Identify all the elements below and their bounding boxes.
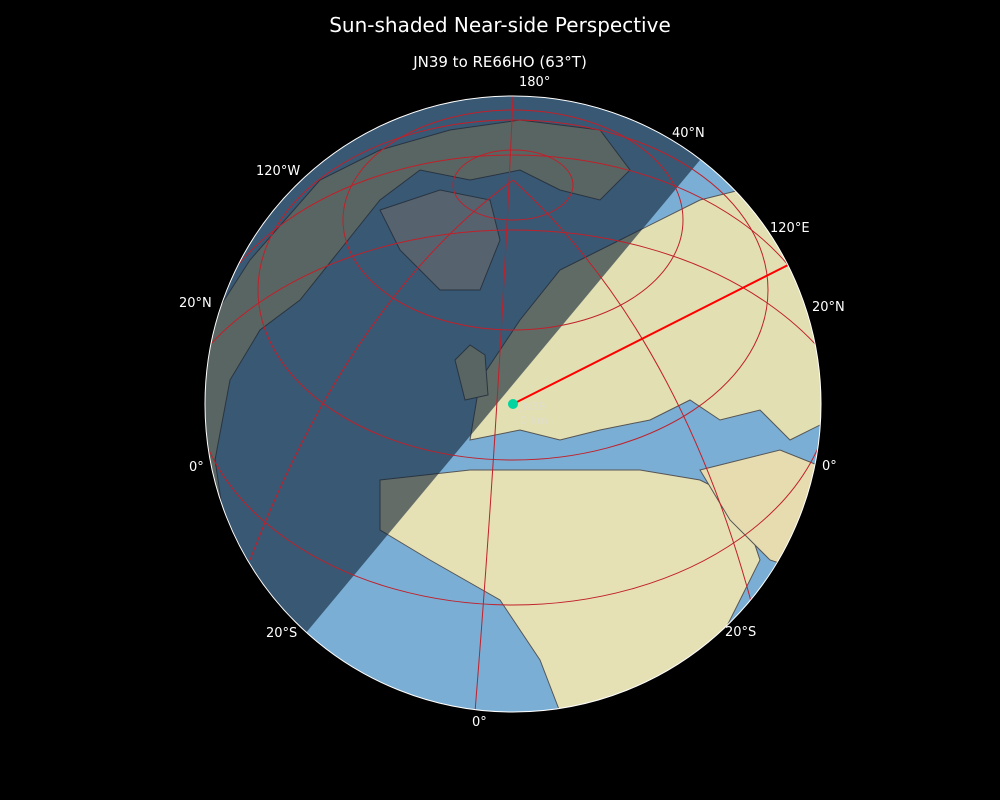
- station-distance: 0 km: [520, 414, 548, 427]
- label-0-bottom: 0°: [472, 715, 487, 730]
- night-shading: [205, 96, 720, 712]
- label-120e: 120°E: [770, 221, 810, 236]
- label-180: 180°: [519, 75, 551, 90]
- figure-subtitle: JN39 to RE66HO (63°T): [413, 53, 587, 71]
- globe-outline: [204, 95, 822, 713]
- label-20s-left: 20°S: [266, 626, 298, 641]
- label-20s-right: 20°S: [725, 625, 757, 640]
- station-marker[interactable]: [508, 399, 518, 409]
- label-20n-right: 20°N: [812, 300, 845, 315]
- label-40n: 40°N: [672, 126, 705, 141]
- graticule: [205, 96, 821, 712]
- label-0-right: 0°: [822, 459, 837, 474]
- label-120w: 120°W: [256, 164, 301, 179]
- label-0-left: 0°: [189, 460, 204, 475]
- label-20n-left: 20°N: [179, 296, 212, 311]
- figure-title: Sun-shaded Near-side Perspective: [329, 13, 671, 37]
- station-locator: JN39: [519, 400, 545, 413]
- great-circle-path: [512, 263, 791, 405]
